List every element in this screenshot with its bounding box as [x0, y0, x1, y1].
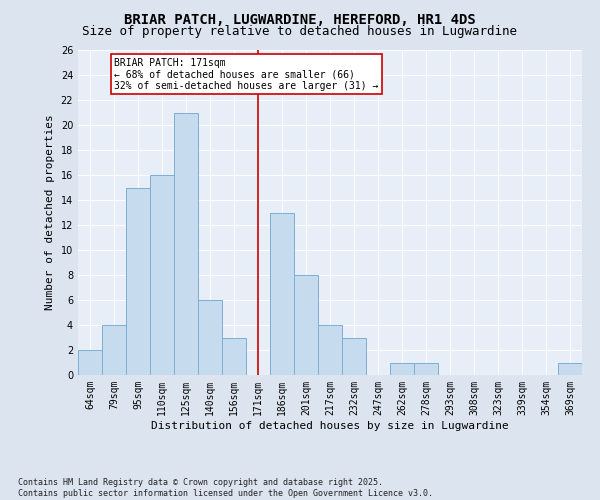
- Text: Size of property relative to detached houses in Lugwardine: Size of property relative to detached ho…: [83, 25, 517, 38]
- Y-axis label: Number of detached properties: Number of detached properties: [45, 114, 55, 310]
- Bar: [198, 300, 222, 375]
- Bar: [126, 188, 150, 375]
- Text: BRIAR PATCH, LUGWARDINE, HEREFORD, HR1 4DS: BRIAR PATCH, LUGWARDINE, HEREFORD, HR1 4…: [124, 12, 476, 26]
- Text: Contains HM Land Registry data © Crown copyright and database right 2025.
Contai: Contains HM Land Registry data © Crown c…: [18, 478, 433, 498]
- Bar: [150, 175, 174, 375]
- Bar: [174, 112, 198, 375]
- Bar: [558, 362, 582, 375]
- Bar: [270, 212, 294, 375]
- Text: BRIAR PATCH: 171sqm
← 68% of detached houses are smaller (66)
32% of semi-detach: BRIAR PATCH: 171sqm ← 68% of detached ho…: [114, 58, 379, 90]
- Bar: [222, 338, 246, 375]
- Bar: [390, 362, 414, 375]
- Bar: [414, 362, 438, 375]
- Bar: [294, 275, 318, 375]
- Bar: [102, 325, 126, 375]
- X-axis label: Distribution of detached houses by size in Lugwardine: Distribution of detached houses by size …: [151, 420, 509, 430]
- Bar: [342, 338, 366, 375]
- Bar: [78, 350, 102, 375]
- Bar: [318, 325, 342, 375]
